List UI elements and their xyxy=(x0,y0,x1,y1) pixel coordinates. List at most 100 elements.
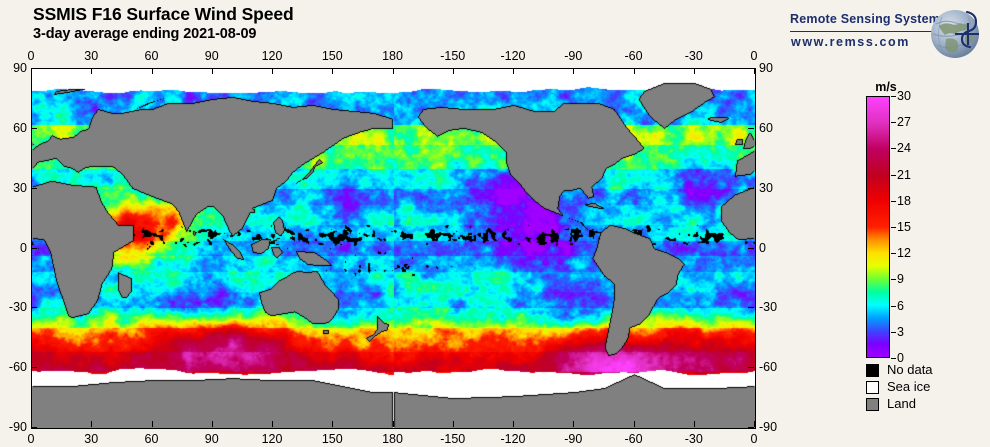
lat-tick xyxy=(748,427,754,428)
lon-label-top: 0 xyxy=(27,49,35,63)
lon-tick xyxy=(573,421,575,427)
colorbar-gradient xyxy=(867,97,889,357)
legend-label-land: Land xyxy=(887,396,916,411)
lon-label-top: 0 xyxy=(750,49,758,63)
lat-tick xyxy=(748,187,754,189)
lon-label-bottom: 180 xyxy=(382,432,403,446)
lon-tick xyxy=(272,421,273,427)
legend-swatch-nodata xyxy=(866,364,879,377)
lat-label-right: 60 xyxy=(759,120,773,135)
lon-label-top: 60 xyxy=(144,49,159,63)
legend-swatch-seaice xyxy=(866,381,879,394)
lon-tick xyxy=(633,421,635,427)
lat-label-left: 60 xyxy=(13,120,27,135)
colorbar-tick-label: 0 xyxy=(897,351,904,365)
lon-tick xyxy=(91,68,93,74)
colorbar-tick xyxy=(891,122,896,124)
lat-tick xyxy=(31,247,37,249)
lon-label-bottom: -60 xyxy=(624,432,643,446)
lat-tick xyxy=(748,367,754,369)
legend-item-seaice: Sea ice xyxy=(866,379,986,396)
legend-item-land: Land xyxy=(866,396,986,413)
lon-tick xyxy=(513,421,514,427)
lon-label-top: -30 xyxy=(684,49,703,63)
lon-tick xyxy=(211,68,213,74)
lat-label-left: 90 xyxy=(13,61,27,75)
legend-label-nodata: No data xyxy=(887,362,933,377)
lat-tick xyxy=(31,127,37,129)
colorbar-tick xyxy=(891,279,896,281)
lon-tick xyxy=(31,421,32,427)
lon-tick xyxy=(452,421,454,427)
lat-tick xyxy=(31,307,37,309)
lat-label-right: -60 xyxy=(759,360,778,375)
lon-tick xyxy=(332,421,334,427)
lat-tick xyxy=(31,427,37,428)
lon-tick xyxy=(392,68,394,74)
lon-tick xyxy=(693,421,695,427)
page-title: SSMIS F16 Surface Wind Speed xyxy=(33,4,294,24)
lat-tick xyxy=(748,127,754,129)
lon-label-bottom: 120 xyxy=(261,432,283,446)
lon-tick xyxy=(513,68,514,74)
lon-tick xyxy=(151,421,153,427)
lat-label-right: 90 xyxy=(759,61,773,75)
lat-tick xyxy=(748,247,754,249)
lon-label-bottom: 90 xyxy=(204,432,219,446)
colorbar-tick xyxy=(891,148,896,150)
lon-tick xyxy=(332,68,334,74)
colorbar-tick-label: 21 xyxy=(897,167,911,182)
lon-tick xyxy=(211,421,213,427)
lon-label-bottom: 150 xyxy=(321,432,343,446)
lat-label-right: -30 xyxy=(759,300,778,315)
lon-tick xyxy=(452,68,454,74)
legend-label-seaice: Sea ice xyxy=(887,379,931,394)
colorbar[interactable] xyxy=(866,96,890,358)
colorbar-tick-label: 24 xyxy=(897,141,911,156)
colorbar-tick-label: 18 xyxy=(897,193,911,208)
lon-label-bottom: -150 xyxy=(440,432,466,446)
lon-tick xyxy=(91,421,93,427)
map-legend: No data Sea ice Land xyxy=(866,362,986,413)
lat-label-left: -60 xyxy=(8,360,27,375)
globe-icon xyxy=(931,10,979,58)
colorbar-tick-label: 3 xyxy=(897,324,904,339)
lon-label-bottom: 30 xyxy=(84,432,99,446)
lat-tick xyxy=(748,68,754,69)
lon-label-bottom: -120 xyxy=(500,432,526,446)
colorbar-tick xyxy=(891,358,896,359)
colorbar-tick xyxy=(891,305,896,307)
lat-label-right: -90 xyxy=(759,420,778,434)
lon-label-top: -90 xyxy=(564,49,583,63)
colorbar-tick xyxy=(891,331,896,333)
logo-website: www.remss.com xyxy=(791,35,910,49)
lon-label-top: 30 xyxy=(84,49,99,63)
colorbar-tick-label: 12 xyxy=(897,246,911,261)
legend-swatch-land xyxy=(866,398,879,411)
wind-speed-map[interactable] xyxy=(31,68,756,429)
colorbar-tick xyxy=(891,227,896,228)
remss-logo[interactable]: Remote Sensing Systems www.remss.com xyxy=(790,8,986,60)
lat-label-left: -90 xyxy=(8,420,27,434)
lon-label-bottom: -30 xyxy=(684,432,703,446)
lon-label-bottom: 0 xyxy=(750,432,758,446)
lon-tick xyxy=(31,68,32,74)
colorbar-tick xyxy=(891,174,896,176)
lon-label-bottom: -90 xyxy=(564,432,583,446)
lon-label-top: -120 xyxy=(500,49,526,63)
lon-tick xyxy=(392,421,394,427)
legend-item-nodata: No data xyxy=(866,362,986,379)
lat-tick xyxy=(31,68,37,69)
lat-tick xyxy=(31,187,37,189)
colorbar-unit-label: m/s xyxy=(875,80,897,94)
colorbar-tick-label: 27 xyxy=(897,115,911,130)
lon-label-bottom: 60 xyxy=(144,432,159,446)
lon-tick xyxy=(754,421,755,427)
lon-tick xyxy=(151,68,153,74)
colorbar-tick-label: 15 xyxy=(897,220,911,234)
colorbar-tick-label: 6 xyxy=(897,298,904,313)
lon-label-top: 180 xyxy=(382,49,403,63)
page-subtitle: 3-day average ending 2021-08-09 xyxy=(33,26,257,42)
lon-tick xyxy=(693,68,695,74)
lon-tick xyxy=(754,68,755,74)
